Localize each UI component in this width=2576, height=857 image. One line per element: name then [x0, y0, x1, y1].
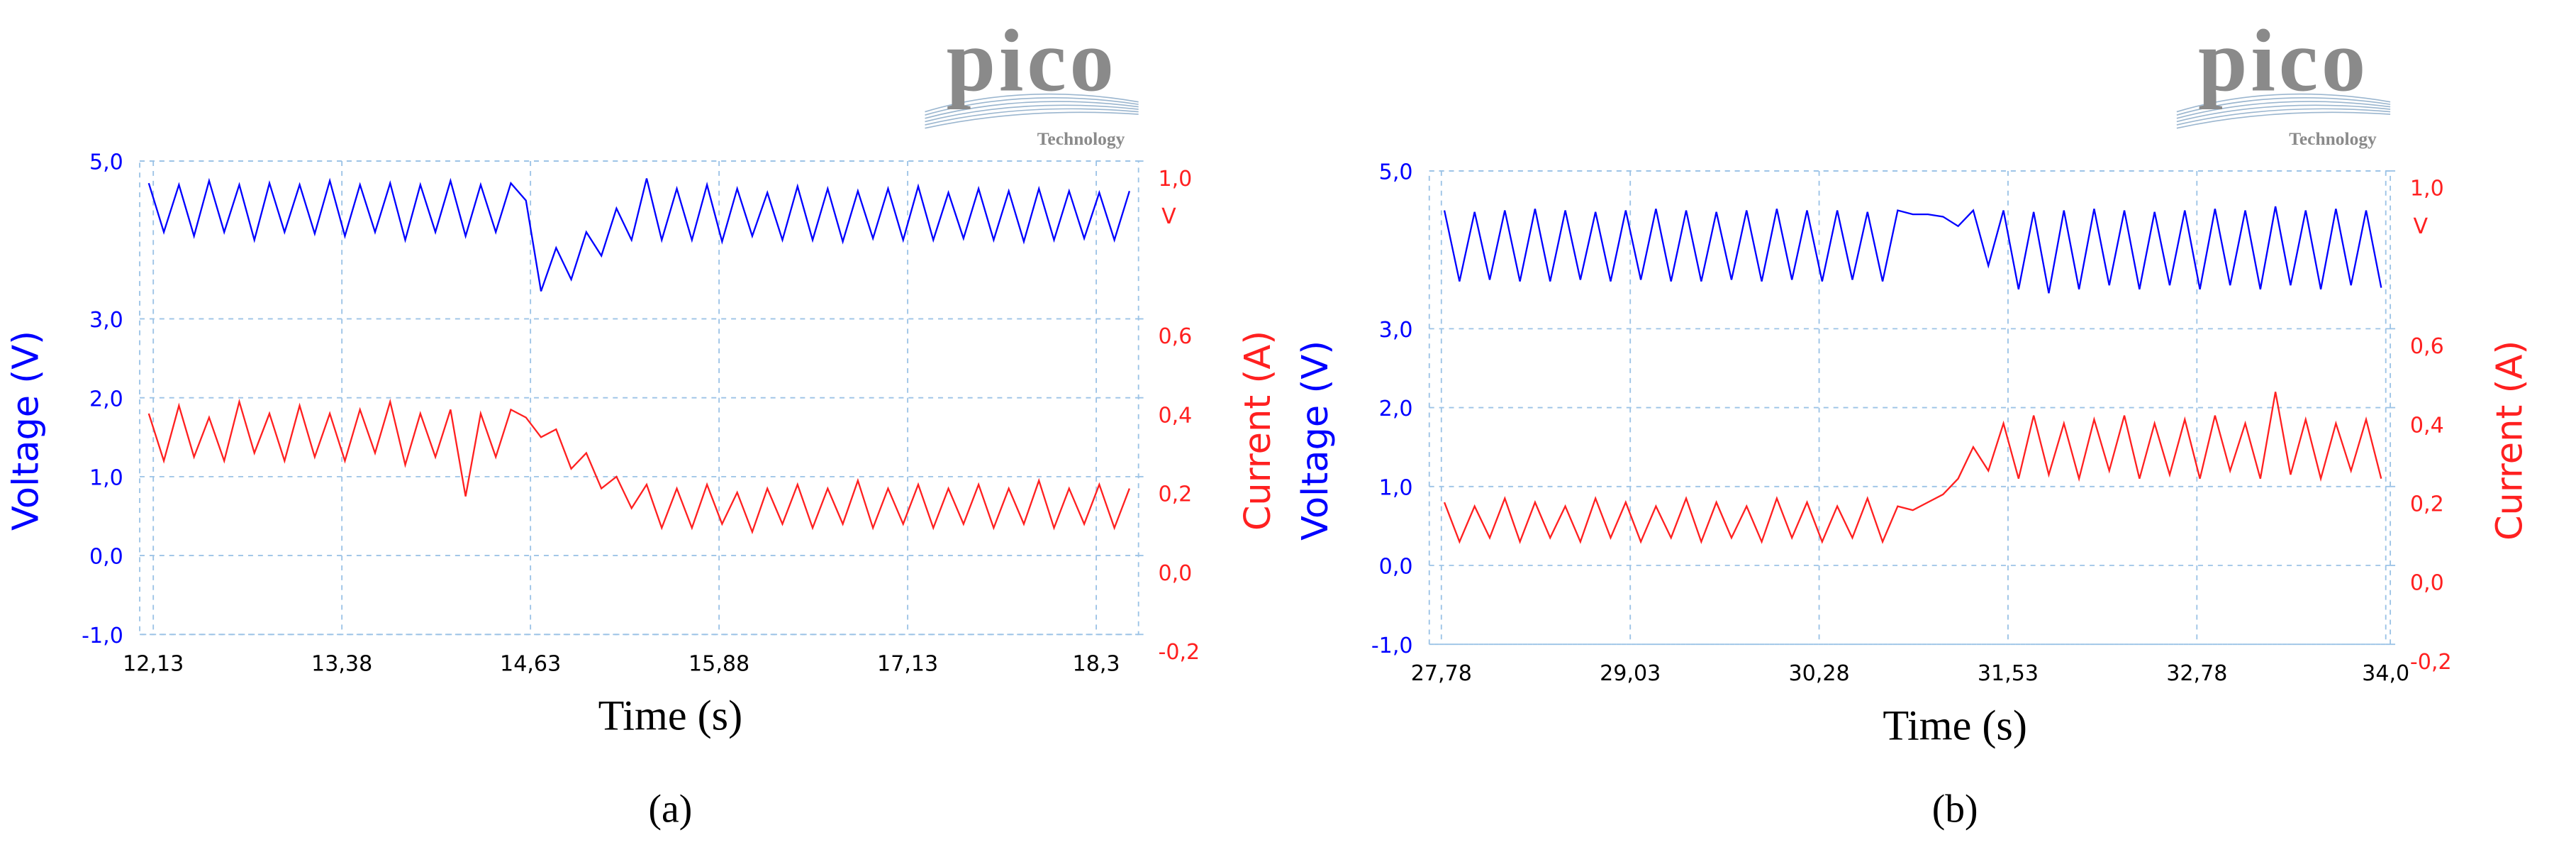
logo-swoosh [2176, 101, 2391, 119]
y-tick-label: 2,0 [89, 387, 123, 411]
y2-tick-label: 0,6 [1158, 324, 1192, 349]
y2-tick-label: 0,0 [1158, 561, 1192, 586]
y-tick-label: 3,0 [1379, 318, 1413, 343]
x-tick-label: 18,3 [1073, 651, 1120, 676]
y-tick-label: 0,0 [1379, 555, 1413, 580]
y2-tick-label: 0,2 [2410, 492, 2444, 517]
x-tick-label: 34,0 [2362, 661, 2409, 686]
y2-tick-label: 1,0 [1158, 167, 1192, 192]
unit-annotation: V [1161, 204, 1176, 229]
x-tick-label: 30,28 [1788, 661, 1849, 686]
logo-subtitle: Technology [1037, 128, 1125, 149]
y-tick-label: 5,0 [89, 150, 123, 175]
logo: pico [2198, 12, 2369, 110]
y-tick-label: 1,0 [89, 465, 123, 490]
y2-tick-label: 0,6 [2410, 334, 2444, 359]
y-tick-label: 5,0 [1379, 160, 1413, 185]
logo-swoosh [925, 93, 1139, 113]
y2-tick-label: 0,4 [2410, 413, 2444, 438]
y2-axis-label: Current (A) [2489, 341, 2531, 541]
y-tick-label: -1,0 [82, 624, 123, 648]
y2-tick-label: 0,2 [1158, 482, 1192, 507]
signal-trace [147, 177, 1131, 292]
y2-axis-label: Current (A) [1237, 331, 1279, 531]
logo-swoosh [925, 101, 1139, 119]
x-tick-label: 32,78 [2166, 661, 2227, 686]
y-tick-label: -1,0 [1371, 634, 1413, 658]
y-axis-label: Voltage (V) [1295, 341, 1337, 541]
signal-trace [147, 398, 1130, 535]
y2-tick-label: 0,0 [2410, 571, 2444, 596]
logo-swoosh [2176, 97, 2391, 116]
y2-tick-label: -0,2 [1158, 640, 1200, 665]
caption: (b) [1932, 787, 1978, 831]
y-tick-label: 3,0 [89, 308, 123, 333]
logo: pico [947, 12, 1117, 110]
logo-swoosh [925, 104, 1139, 123]
x-tick-label: 31,53 [1978, 661, 2039, 686]
y2-tick-label: 0,4 [1158, 403, 1192, 428]
x-tick-label: 14,63 [500, 651, 561, 676]
logo-swoosh [2176, 111, 2391, 129]
logo-swoosh [2176, 104, 2391, 123]
logo-swoosh [925, 108, 1139, 126]
x-axis-label: Time (s) [1883, 702, 2027, 750]
y-axis-label: Voltage (V) [5, 331, 47, 531]
unit-annotation: V [2414, 214, 2429, 239]
y-tick-label: 0,0 [89, 545, 123, 570]
y2-tick-label: 1,0 [2410, 177, 2444, 201]
logo-swoosh [925, 111, 1139, 129]
x-axis-label: Time (s) [598, 692, 743, 740]
y-tick-label: 1,0 [1379, 475, 1413, 500]
x-tick-label: 12,13 [123, 651, 184, 676]
signal-trace [1443, 392, 2382, 545]
x-tick-label: 27,78 [1411, 661, 1472, 686]
x-tick-label: 13,38 [311, 651, 372, 676]
signal-trace [1443, 206, 2382, 294]
x-tick-label: 29,03 [1600, 661, 1661, 686]
logo-swoosh [2176, 93, 2391, 113]
logo-swoosh [2176, 108, 2391, 126]
caption: (a) [649, 787, 693, 831]
logo-swoosh [925, 97, 1139, 116]
x-tick-label: 15,88 [688, 651, 749, 676]
y2-tick-label: -0,2 [2410, 650, 2452, 675]
y-tick-label: 2,0 [1379, 397, 1413, 421]
logo-subtitle: Technology [2289, 128, 2377, 149]
x-tick-label: 17,13 [877, 651, 938, 676]
